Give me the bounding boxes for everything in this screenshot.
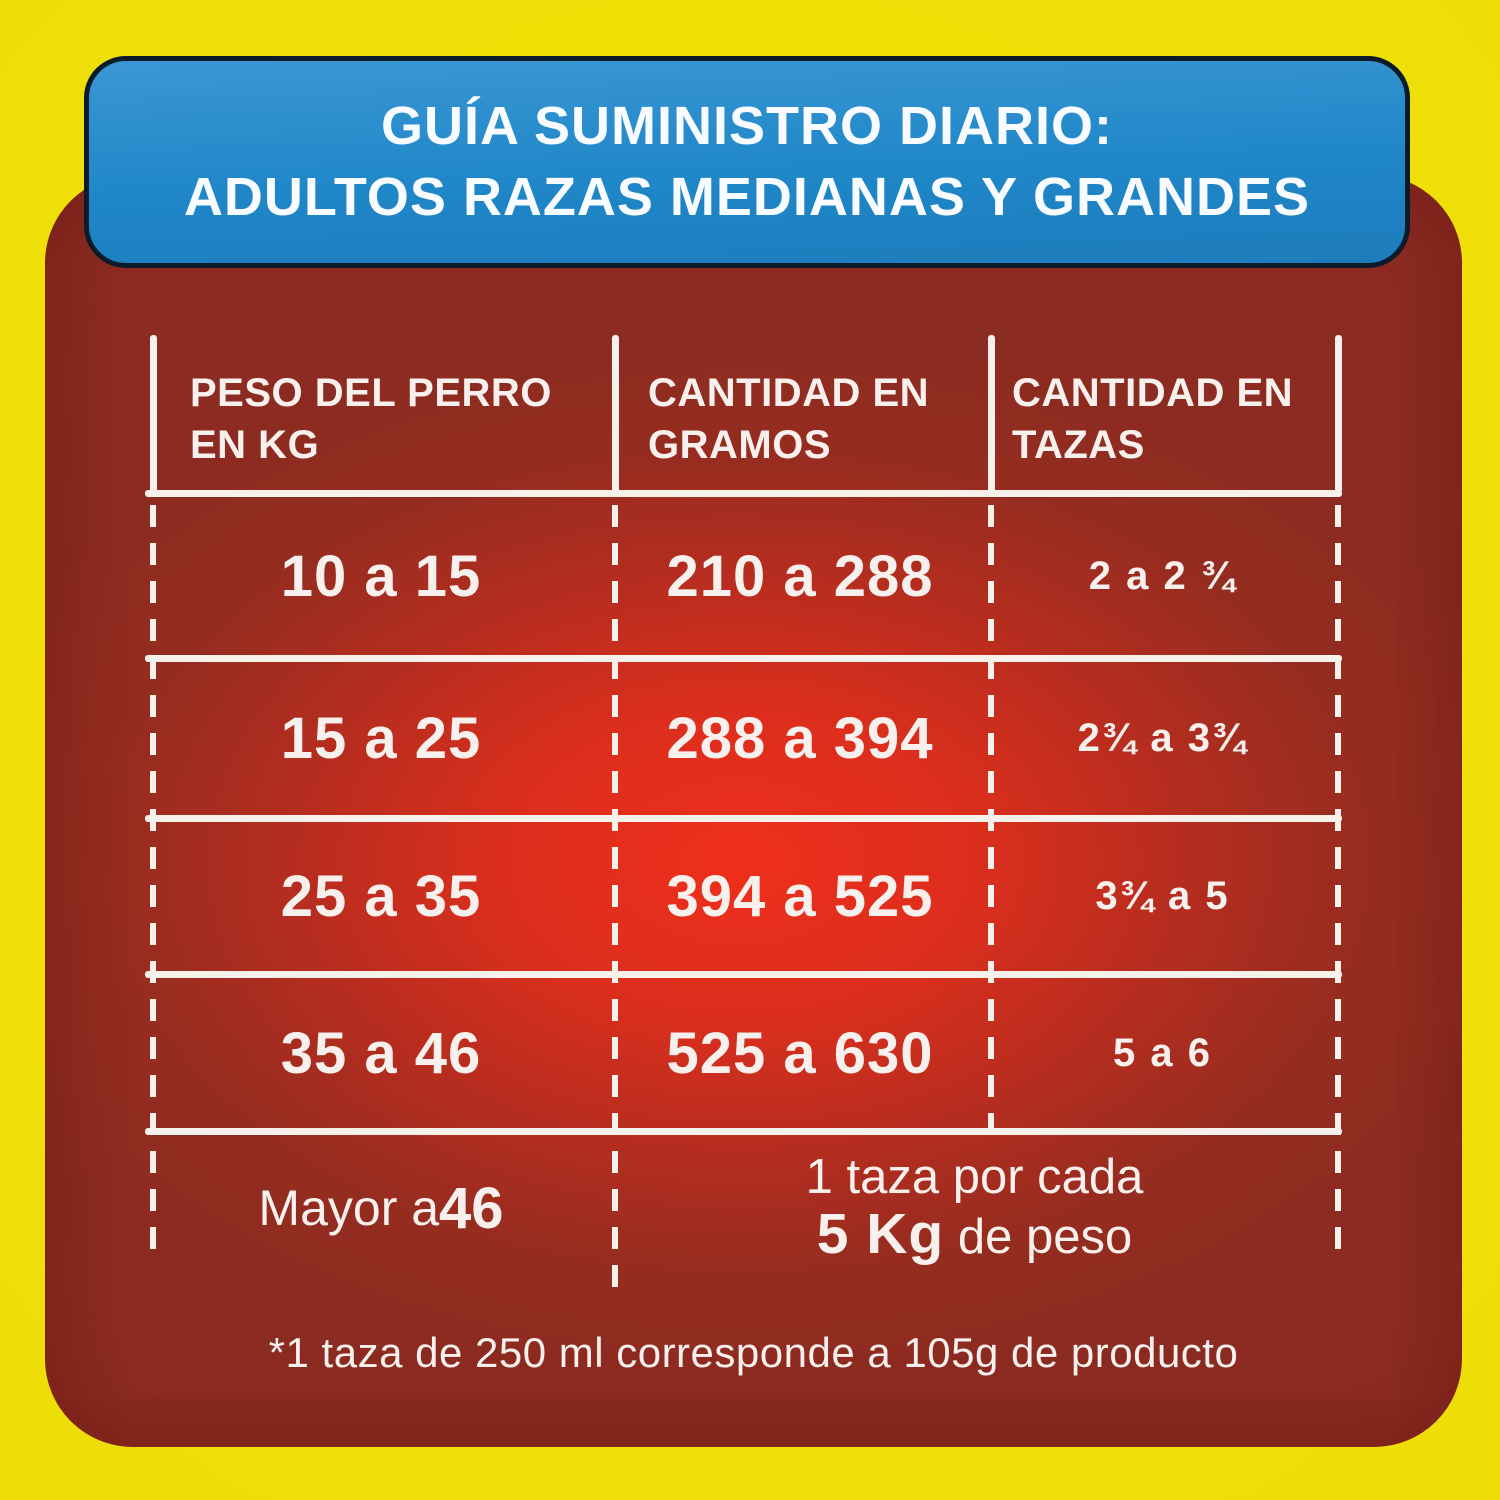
dashed-rule-left [150, 505, 156, 1255]
header-underline [145, 490, 1342, 497]
column-header-peso-line2: EN KG [190, 423, 320, 467]
cell-peso-row4: 35 a 46 [280, 1020, 482, 1086]
column-header-gramos: CANTIDAD EN GRAMOS [612, 345, 988, 493]
column-header-tazas: CANTIDAD EN TAZAS [988, 345, 1342, 493]
cell-gramos-row2: 288 a 394 [666, 706, 934, 771]
cell-note-row5-bold: 5 Kg [816, 1202, 945, 1266]
cell-tazas-row4: 5 a 6 [1113, 1030, 1212, 1075]
dashed-rule-right [1335, 505, 1341, 1265]
column-header-gramos-line2: GRAMOS [648, 423, 831, 467]
column-header-gramos-line1: CANTIDAD EN [648, 371, 930, 415]
banner-title-line2: ADULTOS RAZAS MEDIANAS Y GRANDES [183, 167, 1311, 227]
row-divider-3 [145, 971, 1342, 978]
header-rule-col1 [612, 335, 619, 493]
dashed-rule-col1 [612, 505, 618, 1295]
column-header-peso: PESO DEL PERRO EN KG [150, 345, 612, 493]
header-rule-left [150, 335, 157, 493]
feeding-guide-panel: PESO DEL PERRO EN KG CANTIDAD EN GRAMOS … [45, 175, 1462, 1447]
cell-peso-row5-prefix: Mayor a [258, 1180, 440, 1236]
row-divider-2 [145, 815, 1342, 822]
dashed-rule-col2 [988, 505, 994, 1128]
cell-tazas-row3: 3¾ a 5 [1095, 874, 1230, 918]
cell-tazas-row2: 2¾ a 3¾ [1077, 716, 1248, 760]
row-divider-4 [145, 1128, 1342, 1135]
cell-note-row5: 1 taza por cada 5 Kg de peso [612, 1125, 1337, 1290]
column-header-peso-line1: PESO DEL PERRO [190, 371, 552, 415]
cell-peso-row3: 25 a 35 [280, 864, 482, 929]
row-divider-1 [145, 655, 1342, 662]
cell-note-row5-line1: 1 taza por cada [805, 1150, 1144, 1204]
cell-note-row5-line2: 5 Kg de peso [817, 1206, 1133, 1266]
cell-peso-row1: 10 a 15 [280, 543, 482, 609]
header-rule-col2 [988, 335, 995, 493]
header-rule-right [1335, 335, 1342, 493]
cell-tazas-row1: 2 a 2 ¾ [1088, 553, 1237, 598]
cell-gramos-row3: 394 a 525 [666, 864, 934, 929]
title-banner: GUÍA SUMINISTRO DIARIO: ADULTOS RAZAS ME… [84, 56, 1410, 268]
banner-title-line1: GUÍA SUMINISTRO DIARIO: [381, 96, 1113, 156]
column-header-tazas-line1: CANTIDAD EN [1012, 371, 1294, 415]
cell-peso-row2: 15 a 25 [280, 706, 482, 771]
cell-gramos-row1: 210 a 288 [666, 543, 934, 609]
footnote: *1 taza de 250 ml corresponde a 105g de … [268, 1329, 1239, 1376]
cell-gramos-row4: 525 a 630 [666, 1020, 934, 1086]
column-header-tazas-line2: TAZAS [1012, 423, 1145, 467]
cell-peso-row5: Mayor a 46 [150, 1133, 612, 1283]
cell-note-row5-rest: de peso [944, 1210, 1133, 1264]
cell-peso-row5-value: 46 [439, 1175, 504, 1241]
